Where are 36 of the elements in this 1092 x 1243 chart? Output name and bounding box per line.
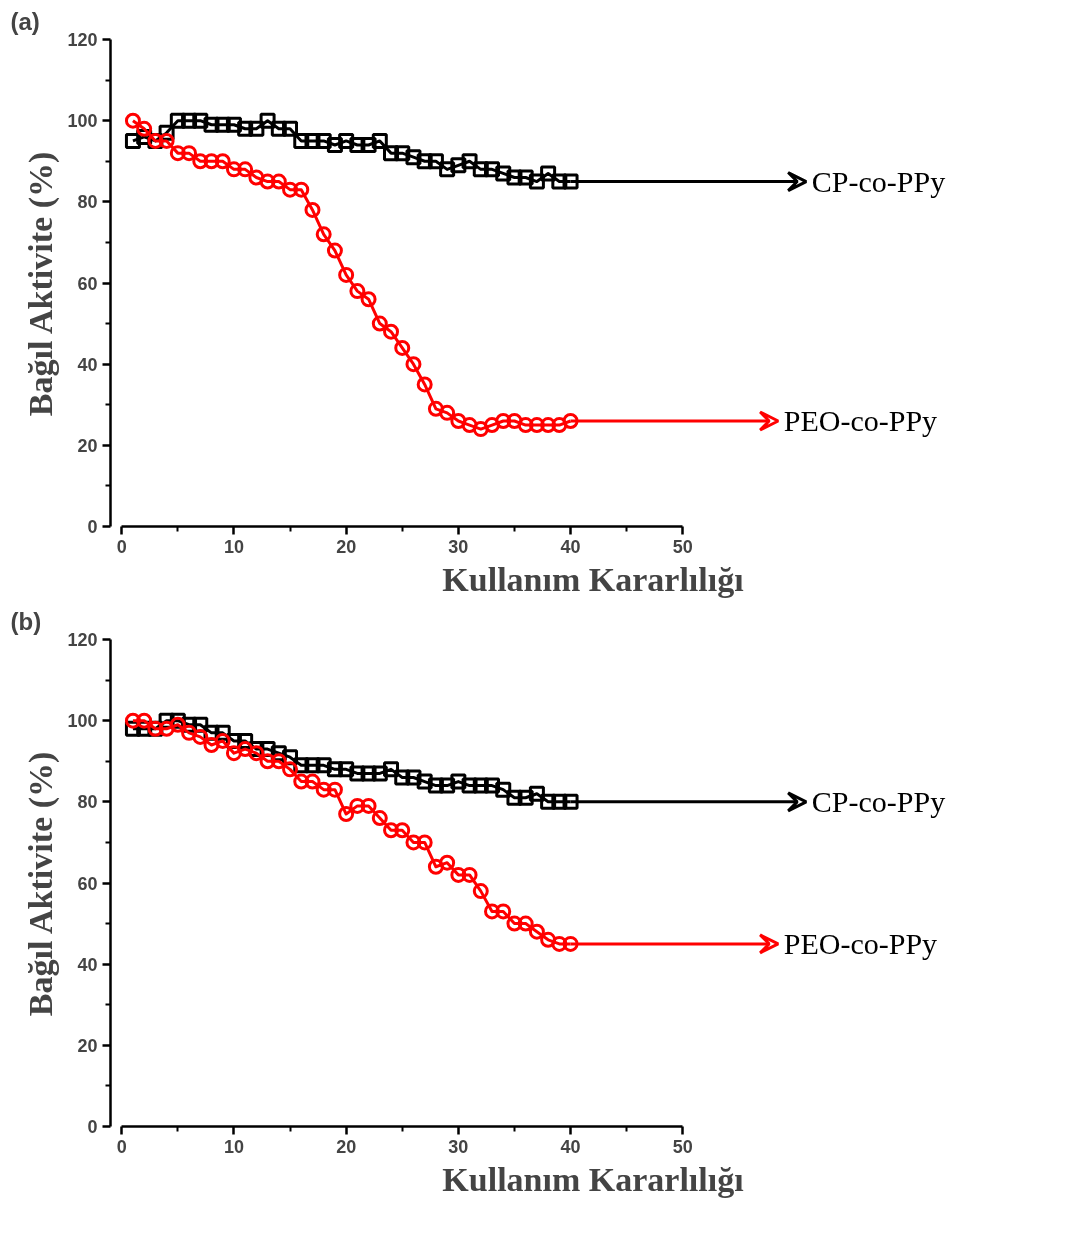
x-tick-label: 50 [672,1136,693,1157]
chart-title: (a) [10,7,40,35]
legend-label: CP-co-PPy [811,165,946,199]
x-tick-label: 0 [116,1136,127,1157]
x-tick-label: 20 [336,536,357,557]
x-tick-label: 10 [223,536,244,557]
y-tick-label: 80 [77,792,98,813]
legend-label: CP-co-PPy [811,785,946,819]
x-tick-label: 20 [336,1136,357,1157]
y-tick-label: 120 [67,30,98,50]
y-tick-label: 60 [77,273,98,294]
y-axis-title: Bağıl Aktivite (%) [22,151,61,417]
x-tick-label: 40 [560,536,581,557]
x-tick-label: 40 [560,1136,581,1157]
y-tick-label: 40 [77,354,98,375]
y-tick-label: 0 [87,517,98,537]
x-tick-label: 10 [223,1136,244,1157]
y-tick-label: 20 [77,435,98,456]
y-axis-title: Bağıl Aktivite (%) [22,751,61,1017]
y-tick-label: 100 [67,111,98,132]
x-axis-title: Kullanım Kararlılığı [442,1160,744,1198]
x-axis-title: Kullanım Kararlılığı [442,560,744,598]
y-tick-label: 120 [67,630,98,650]
y-tick-label: 0 [87,1117,98,1137]
chart-title: (b) [10,607,42,635]
legend-label: PEO-co-PPy [783,927,938,961]
y-tick-label: 100 [67,711,98,732]
x-tick-label: 30 [448,536,469,557]
y-tick-label: 40 [77,954,98,975]
y-tick-label: 20 [77,1035,98,1056]
y-tick-label: 80 [77,192,98,213]
x-tick-label: 30 [448,1136,469,1157]
legend-label: PEO-co-PPy [783,404,938,438]
x-tick-label: 50 [672,536,693,557]
y-tick-label: 60 [77,873,98,894]
x-tick-label: 0 [116,536,127,557]
